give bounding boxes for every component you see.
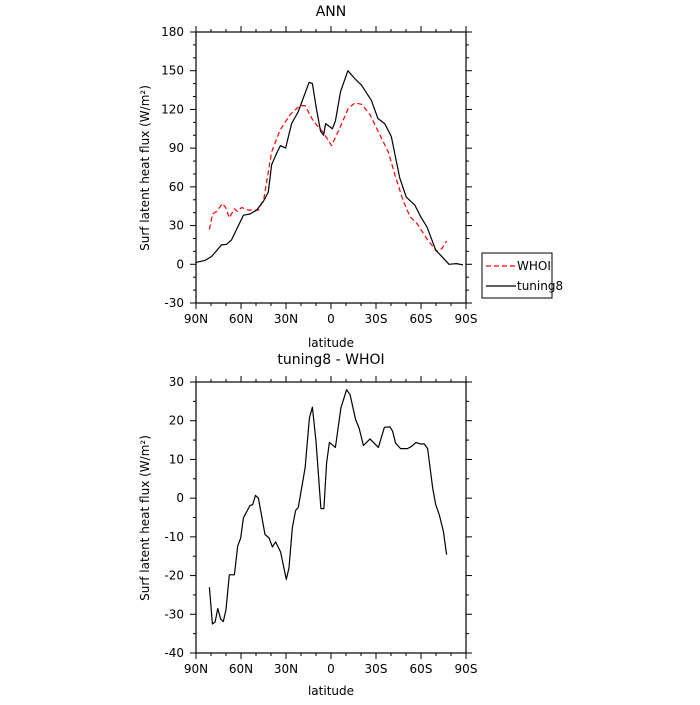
y-axis-label: Surf latent heat flux (W/m²) [138, 85, 152, 251]
x-tick-label: 90N [184, 662, 208, 676]
chart-title: tuning8 - WHOI [277, 352, 384, 368]
y-tick-label: 30 [169, 219, 184, 233]
y-tick-label: -20 [164, 569, 184, 583]
y-tick-label: -30 [164, 296, 184, 310]
legend-label-whoi: WHOI [517, 259, 551, 273]
legend-label-tuning8: tuning8 [517, 279, 563, 293]
bottom-panel-difference: tuning8 - WHOI latitude Surf latent heat… [138, 352, 477, 698]
top-panel-ann: ANN latitude Surf latent heat flux (W/m²… [138, 4, 477, 350]
y-tick-label: 60 [169, 180, 184, 194]
y-tick-label: 150 [161, 64, 184, 78]
legend: WHOI tuning8 [481, 252, 563, 299]
y-tick-label: -10 [164, 530, 184, 544]
y-tick-label: 90 [169, 141, 184, 155]
x-tick-label: 0 [327, 662, 335, 676]
x-tick-label: 60S [410, 312, 433, 326]
legend-box [481, 252, 553, 299]
y-tick-label: 20 [169, 414, 184, 428]
y-tick-label: 180 [161, 25, 184, 39]
y-tick-label: 0 [176, 491, 184, 505]
x-tick-label: 30S [365, 662, 388, 676]
x-axis-label: latitude [308, 684, 354, 698]
y-tick-label: 30 [169, 375, 184, 389]
x-tick-label: 60N [229, 312, 253, 326]
y-tick-label: 10 [169, 452, 184, 466]
chart-title: ANN [316, 4, 347, 20]
x-axis-label: latitude [308, 336, 354, 350]
series-line-tuning8 [195, 70, 464, 266]
y-tick-label: 0 [176, 257, 184, 271]
x-tick-label: 60S [410, 662, 433, 676]
x-tick-label: 90N [184, 312, 208, 326]
plot-frame [195, 31, 467, 304]
x-tick-label: 0 [327, 312, 335, 326]
x-tick-label: 60N [229, 662, 253, 676]
y-tick-label: -30 [164, 607, 184, 621]
y-tick-label: 120 [161, 102, 184, 116]
series-line-whoi [208, 102, 448, 252]
plot-frame [195, 381, 467, 654]
x-tick-label: 90S [455, 312, 478, 326]
y-tick-label: -40 [164, 646, 184, 660]
x-tick-label: 30S [365, 312, 388, 326]
series-line-tuning8-whoi [208, 389, 448, 625]
x-tick-label: 90S [455, 662, 478, 676]
y-axis-label: Surf latent heat flux (W/m²) [138, 435, 152, 601]
x-tick-label: 30N [274, 312, 298, 326]
x-tick-label: 30N [274, 662, 298, 676]
